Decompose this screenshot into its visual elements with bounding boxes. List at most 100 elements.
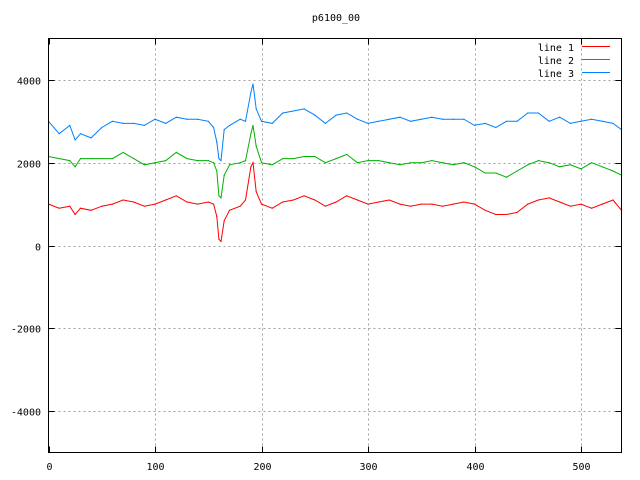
data-point [314,114,316,116]
data-point [431,203,433,205]
data-point [612,199,614,201]
data-point [612,170,614,172]
data-point [580,168,582,170]
data-point [420,203,422,205]
data-point [74,213,76,216]
data-point [346,153,348,156]
data-point [441,205,444,207]
data-point [303,195,305,197]
data-point [548,120,550,122]
data-point [212,126,215,129]
data-point [282,157,284,160]
series-group [47,83,623,243]
data-point [197,203,199,205]
data-point [90,209,92,211]
data-point [601,166,603,168]
plot-frame [48,38,622,453]
data-point [292,110,295,112]
data-point [197,160,199,162]
data-point [559,201,561,203]
data-point [154,203,156,205]
data-point [239,205,241,207]
data-point [559,116,561,118]
data-point [154,162,156,164]
data-point [441,162,444,164]
data-point [484,209,486,211]
data-point [58,157,60,160]
legend-label: line 3 [538,69,574,80]
data-point [388,162,390,164]
data-point [133,157,135,160]
data-point [223,220,225,222]
data-point [220,240,222,242]
data-point [186,157,188,160]
series-line-3 [48,83,622,162]
data-point [388,118,390,120]
data-point [282,201,284,203]
data-point [223,174,225,176]
data-point [537,112,540,114]
data-point [58,207,60,209]
data-point [79,207,82,209]
data-point [207,160,209,162]
data-point [74,166,76,168]
data-point [452,164,454,166]
data-point [335,114,337,116]
x-tick-label: 200 [253,462,271,473]
data-point [90,137,92,139]
data-point [271,122,273,124]
data-point [292,199,295,201]
data-point [260,162,263,164]
data-point [367,203,369,205]
data-point [143,205,145,207]
data-point [143,124,145,127]
y-tick-label: 0 [35,243,41,254]
data-point [271,164,273,166]
data-point [580,203,582,205]
data-point [218,157,220,160]
data-point [252,124,254,127]
axes: 0 100 200 300 400 500 -4000 -2000 0 2000 4000 [11,38,622,473]
data-point [212,203,215,205]
data-point [239,162,241,164]
data-point [463,201,465,203]
data-point [175,116,177,118]
data-point [252,162,254,164]
data-point [186,201,188,203]
data-point [612,122,614,124]
data-point [505,213,508,216]
data-point [516,211,518,213]
data-point [495,126,497,129]
data-point [537,199,540,201]
data-point [580,120,582,122]
data-point [495,213,497,216]
data-point [356,118,358,120]
data-point [255,191,257,193]
data-point [255,145,257,147]
data-point [133,122,135,124]
data-point [260,120,263,122]
data-point [111,157,114,160]
chart-title: p6100_00 [312,13,360,24]
data-point [399,164,401,166]
data-point [228,164,231,166]
data-point [244,120,247,122]
data-point [197,118,199,120]
data-point [165,199,167,201]
data-point [314,199,316,201]
legend-label: line 1 [538,43,574,54]
data-point [569,164,571,166]
data-point [548,162,550,164]
data-point [74,139,76,141]
data-point [165,122,167,124]
data-point [591,207,593,209]
data-point [250,91,252,93]
data-point [431,116,433,118]
data-point [79,157,82,160]
data-point [601,203,603,205]
series-line-1 [48,160,622,243]
data-point [527,164,529,166]
data-point [473,166,476,168]
data-point [378,160,380,162]
data-point [175,195,177,197]
